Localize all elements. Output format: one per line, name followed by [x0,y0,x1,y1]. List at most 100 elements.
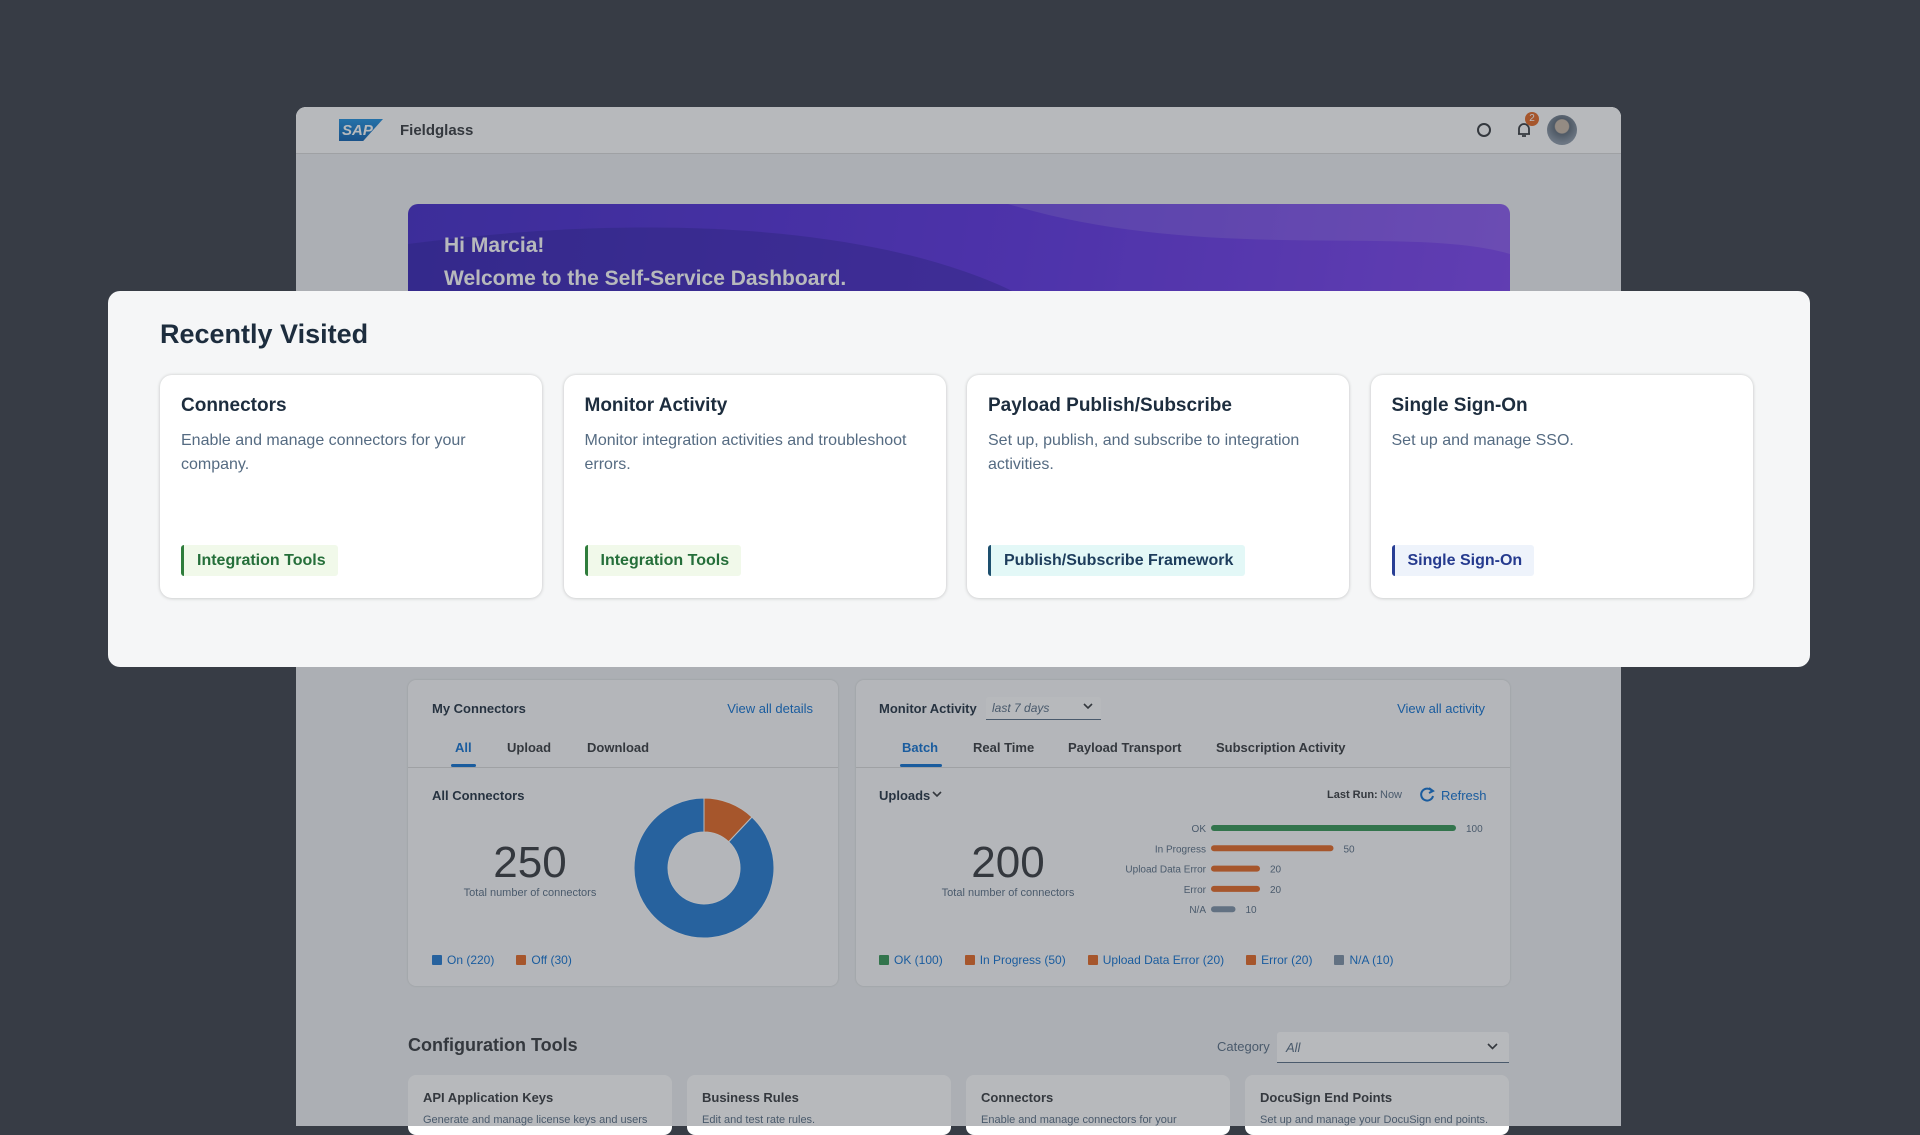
card-description: Enable and manage connectors for your co… [181,432,466,473]
tag: Integration Tools [181,545,338,576]
config-card[interactable]: Business Rules Edit and test rate rules. [687,1075,951,1135]
legend-item: Error (20) [1246,953,1312,967]
chevron [1083,703,1093,710]
card-description: Enable and manage connectors for your [981,1114,1177,1126]
legend-swatch [879,955,889,965]
tab[interactable]: Upload [507,740,552,755]
legend-item: In Progress (50) [964,953,1066,967]
bar [1211,865,1260,872]
tag: Single Sign-On [1391,545,1535,576]
category-label: Category [1217,1039,1270,1054]
card-title: API Application Keys [423,1090,554,1105]
total-label: Total number of connectors [941,887,1075,899]
config-card[interactable]: API Application Keys Generate and manage … [408,1075,672,1135]
card-title: Monitor Activity [584,395,728,416]
top-bar [296,107,1621,154]
card-title: DocuSign End Points [1260,1090,1393,1105]
legend-item: Upload Data Error (20) [1087,953,1225,967]
card-description: Set up and manage SSO. [1391,432,1574,449]
panel-divider [408,767,838,768]
panel-divider [856,767,1510,768]
card-description: Set up, publish, and subscribe to integr… [988,432,1300,473]
legend-label: In Progress (50) [979,953,1066,967]
card-title: Single Sign-On [1391,395,1528,416]
link[interactable]: View all activity [1397,701,1485,716]
total-label: Total number of connectors [463,887,597,899]
legend-swatch [964,955,975,965]
legend-label: Error (20) [1261,953,1313,967]
legend-swatch [1246,955,1257,965]
legend-label: On (220) [447,953,495,967]
total: 200 [971,838,1045,887]
card-title: Connectors [181,395,287,416]
dropdown[interactable]: Uploads [879,788,931,803]
bar [1211,845,1334,852]
legend-item: OK (100) [879,953,943,967]
bar-value: 100 [1466,824,1483,835]
card-description: Monitor integration activities and troub… [584,432,907,473]
bar-label: N/A [1189,905,1206,916]
panel-title: My Connectors [432,701,526,716]
tab[interactable]: Download [587,740,650,755]
tag: Integration Tools [584,545,742,576]
card[interactable]: Payload Publish/Subscribe Set up, publish… [967,375,1349,598]
dialog-title: Recently Visited [160,319,369,349]
bar-label: Upload Data Error [1125,865,1206,876]
card[interactable]: Monitor Activity Monitor integration acti… [563,375,946,598]
tab-underline [900,764,942,767]
legend-item: Off (30) [516,953,572,967]
chevron [932,791,942,798]
card[interactable]: Single Sign-On Set up and manage SSO. Sing… [1370,375,1753,598]
brand: Fieldglass [400,122,474,139]
config-card[interactable]: DocuSign End Points Set up and manage you… [1245,1075,1509,1135]
legend-item: On (220) [432,953,494,967]
legend-label: Upload Data Error (20) [1102,953,1225,967]
monitor-panel [856,680,1510,986]
bell-icon[interactable] [1516,121,1532,139]
tab[interactable]: Real Time [973,740,1035,755]
bar-label: In Progress [1155,844,1206,855]
logo-text: SAP [342,122,373,139]
recently-visited-dialog: Recently Visited Connectors Enable and ma… [108,291,1810,667]
avatar[interactable] [1547,115,1577,145]
legend-swatch [432,955,442,965]
refresh-icon[interactable] [1419,786,1436,803]
bar-label: Error [1184,885,1207,896]
chevron [1487,1043,1498,1050]
welcome: Welcome to the Self-Service Dashboard. [444,267,847,290]
card-description: Set up and manage your DocuSign end poin… [1260,1114,1489,1126]
refresh[interactable]: Refresh [1441,788,1487,803]
donut-slice [634,798,774,938]
legend-label: OK (100) [894,953,943,967]
legend-item: N/A (10) [1334,953,1393,967]
card-description: Generate and manage license keys and use… [423,1114,648,1126]
category-select[interactable] [1277,1032,1509,1063]
card-title: Business Rules [702,1090,799,1105]
tab[interactable]: All [455,740,472,755]
tab[interactable]: Subscription Activity [1216,740,1346,755]
bar-value: 20 [1270,885,1282,896]
bar-chart: OK 100 In Progress 50 Upload Data Error 20 Err… [1125,824,1483,916]
legend-swatch [1087,955,1098,965]
bar-label: OK [1192,824,1207,835]
tab[interactable]: Payload Transport [1068,740,1182,755]
panel-title: Monitor Activity [879,701,977,716]
legend: On (220) Off (30) [432,951,594,969]
section-title: Configuration Tools [408,1035,578,1055]
link[interactable]: View all details [727,701,813,716]
legend-swatch [1334,955,1345,965]
legend: OK (100) In Progress (50) Upload Data Erro… [879,951,1415,969]
bar [1211,906,1236,913]
total: 250 [493,838,567,887]
greeting: Hi Marcia! [444,234,545,257]
legend-label: N/A (10) [1349,953,1394,967]
config-card[interactable]: Connectors Enable and manage connectors f… [966,1075,1230,1135]
donut-chart [634,798,774,938]
help-icon[interactable] [1477,123,1491,137]
bar [1211,885,1260,892]
card[interactable]: Connectors Enable and manage connectors f… [160,375,542,598]
period-select[interactable] [986,697,1101,720]
bar [1211,825,1456,831]
tab[interactable]: Batch [902,740,939,755]
